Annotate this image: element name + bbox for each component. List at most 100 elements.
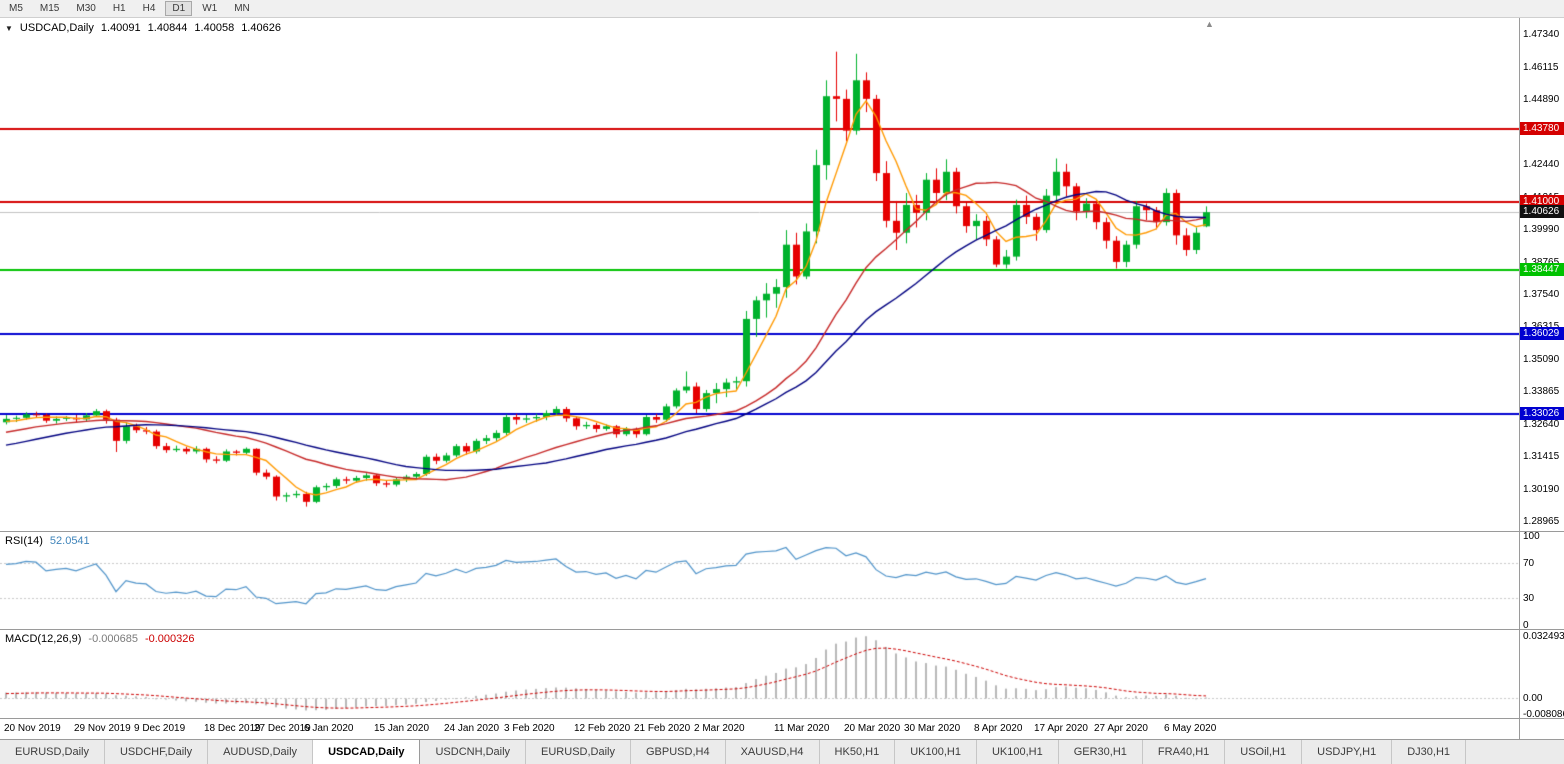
date-label: 8 Apr 2020 xyxy=(974,723,1023,734)
chart-tab-bar: EURUSD,Daily USDCHF,Daily AUDUSD,Daily USDC… xyxy=(0,739,1564,764)
price-tick-label: 1.39990 xyxy=(1523,224,1560,236)
chart-tab-usdcnh-daily[interactable]: USDCNH,Daily xyxy=(420,740,527,764)
chart-tab-usoil-h1[interactable]: USOil,H1 xyxy=(1225,740,1303,764)
rsi-header: RSI(14) 52.0541 xyxy=(5,535,90,547)
date-label: 2 Mar 2020 xyxy=(694,723,745,734)
macd-panel[interactable]: MACD(12,26,9) -0.000685 -0.000326 xyxy=(0,630,1519,718)
ohlc-low-value: 1.40058 xyxy=(194,22,235,34)
date-label: 21 Feb 2020 xyxy=(634,723,691,734)
chart-tab-eurusd-daily[interactable]: EURUSD,Daily xyxy=(0,740,105,764)
price-tick-label: 1.46115 xyxy=(1523,61,1559,73)
date-label: 30 Mar 2020 xyxy=(904,723,961,734)
chart-ohlc-header: ▼ USDCAD,Daily 1.40091 1.40844 1.40058 1… xyxy=(5,22,281,34)
date-label: 12 Feb 2020 xyxy=(574,723,631,734)
date-label: 9 Dec 2019 xyxy=(134,723,186,734)
chart-symbol-label: USDCAD,Daily xyxy=(19,22,94,34)
date-label: 27 Apr 2020 xyxy=(1094,723,1148,734)
rsi-panel[interactable]: RSI(14) 52.0541 xyxy=(0,532,1519,629)
date-label: 6 May 2020 xyxy=(1164,723,1217,734)
price-axis[interactable]: 1.473401.461151.448901.436651.424401.412… xyxy=(1520,18,1564,739)
price-chart-panel[interactable]: ▼ USDCAD,Daily 1.40091 1.40844 1.40058 1… xyxy=(0,18,1519,531)
current-price-label: 1.40626 xyxy=(1520,205,1564,219)
price-tick-label: 1.38765 xyxy=(1523,257,1559,268)
date-label: 29 Nov 2019 xyxy=(74,723,131,734)
chart-tab-xauusd-h4[interactable]: XAUUSD,H4 xyxy=(725,740,820,764)
ohlc-high-value: 1.40844 xyxy=(147,22,188,34)
rsi-scale-label: 70 xyxy=(1523,557,1535,569)
price-tick-label: 1.47340 xyxy=(1523,29,1560,41)
date-label: 20 Nov 2019 xyxy=(4,723,61,734)
price-tick-label: 1.44890 xyxy=(1523,94,1560,106)
price-tick-label: 1.35090 xyxy=(1523,353,1560,365)
macd-label: MACD(12,26,9) xyxy=(5,633,82,645)
timeframe-button-m30[interactable]: M30 xyxy=(76,3,96,14)
price-tick-label: 1.28965 xyxy=(1523,516,1560,528)
price-tick-label: 1.31415 xyxy=(1523,451,1560,463)
hline-price-label: 1.38447 xyxy=(1520,262,1564,276)
rsi-scale-label: 100 xyxy=(1523,531,1540,542)
macd-canvas[interactable] xyxy=(0,630,1519,718)
hline-price-label: 1.33026 xyxy=(1520,406,1564,420)
axis-separator xyxy=(1519,18,1520,739)
macd-scale-label: -0.008086 xyxy=(1523,709,1564,720)
panel-divider xyxy=(0,531,1564,532)
panel-divider xyxy=(0,718,1564,719)
time-axis[interactable]: 20 Nov 2019 29 Nov 2019 9 Dec 2019 18 Dec 2… xyxy=(0,719,1519,739)
hline-price-label: 1.36029 xyxy=(1520,327,1564,341)
rsi-label: RSI(14) xyxy=(5,535,43,547)
date-label: 17 Apr 2020 xyxy=(1034,723,1088,734)
timeframe-toolbar: M5 M15 M30 H1 H4 D1 W1 MN xyxy=(0,0,1564,18)
timeframe-button-h1[interactable]: H1 xyxy=(112,3,126,14)
scroll-position-icon: ▲ xyxy=(1205,19,1214,29)
hline-price-label: 1.43780 xyxy=(1520,121,1564,135)
timeframe-button-m15[interactable]: M15 xyxy=(39,3,60,14)
chart-tab-gbpusd-h4[interactable]: GBPUSD,H4 xyxy=(631,740,726,764)
rsi-scale-label: 0 xyxy=(1523,620,1529,631)
chart-tab-hk50-h1[interactable]: HK50,H1 xyxy=(819,740,896,764)
chart-tab-ger30-h1[interactable]: GER30,H1 xyxy=(1058,740,1143,764)
symbol-dropdown-icon[interactable]: ▼ xyxy=(5,23,13,33)
date-label: 27 Dec 2019 xyxy=(254,723,311,734)
rsi-value: 52.0541 xyxy=(49,535,90,547)
price-tick-label: 1.32640 xyxy=(1523,418,1560,430)
timeframe-button-m5[interactable]: M5 xyxy=(9,3,23,14)
timeframe-button-h4[interactable]: H4 xyxy=(142,3,156,14)
chart-tab-dj30-h1[interactable]: DJ30,H1 xyxy=(1392,740,1467,764)
chart-tab-usdjpy-h1[interactable]: USDJPY,H1 xyxy=(1302,740,1393,764)
rsi-scale-label: 30 xyxy=(1523,593,1535,605)
date-label: 11 Mar 2020 xyxy=(774,723,830,734)
chart-tab-audusd-daily[interactable]: AUDUSD,Daily xyxy=(208,740,314,764)
panel-divider xyxy=(0,629,1564,630)
price-tick-label: 1.37540 xyxy=(1523,288,1560,300)
timeframe-button-d1[interactable]: D1 xyxy=(165,1,193,16)
macd-scale-label: 0.00 xyxy=(1523,693,1543,705)
date-label: 6 Jan 2020 xyxy=(304,723,354,734)
price-tick-label: 1.42440 xyxy=(1523,159,1560,171)
date-label: 20 Mar 2020 xyxy=(844,723,901,734)
chart-tab-usdcad-daily[interactable]: USDCAD,Daily xyxy=(313,740,421,764)
chart-tab-uk100-h1[interactable]: UK100,H1 xyxy=(976,740,1059,764)
chart-tab-fra40-h1[interactable]: FRA40,H1 xyxy=(1142,740,1226,764)
candlestick-chart-canvas[interactable] xyxy=(0,18,1519,531)
macd-main-value: -0.000685 xyxy=(88,633,138,645)
chart-tab-usdchf-daily[interactable]: USDCHF,Daily xyxy=(104,740,209,764)
hline-price-label: 1.41000 xyxy=(1520,195,1564,209)
macd-header: MACD(12,26,9) -0.000685 -0.000326 xyxy=(5,633,195,645)
price-tick-label: 1.30190 xyxy=(1523,483,1560,495)
date-label: 3 Feb 2020 xyxy=(504,723,555,734)
ohlc-open-value: 1.40091 xyxy=(100,22,141,34)
chart-tab-eurusd-daily[interactable]: EURUSD,Daily xyxy=(526,740,631,764)
timeframe-button-w1[interactable]: W1 xyxy=(202,3,218,14)
price-tick-label: 1.36315 xyxy=(1523,321,1559,332)
timeframe-button-mn[interactable]: MN xyxy=(234,3,250,14)
date-label: 24 Jan 2020 xyxy=(444,723,500,734)
date-label: 18 Dec 2019 xyxy=(204,723,261,734)
macd-signal-value: -0.000326 xyxy=(144,633,195,645)
chart-tab-uk100-h1[interactable]: UK100,H1 xyxy=(895,740,977,764)
ohlc-close-value: 1.40626 xyxy=(241,22,281,34)
price-tick-label: 1.33865 xyxy=(1523,386,1560,398)
macd-scale-label: 0.032493 xyxy=(1523,631,1564,642)
date-label: 15 Jan 2020 xyxy=(374,723,430,734)
rsi-canvas[interactable] xyxy=(0,532,1519,629)
